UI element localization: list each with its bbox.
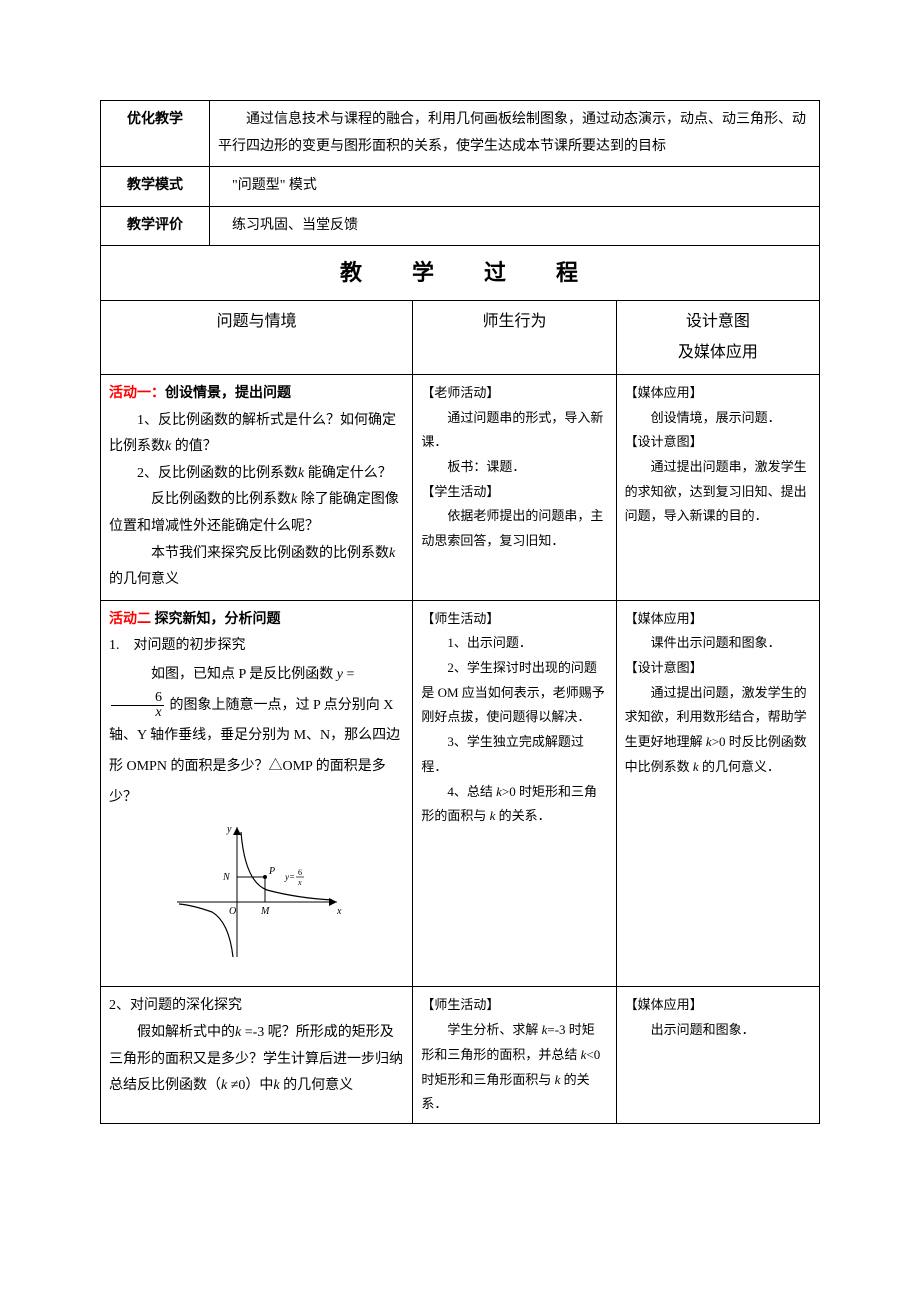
- activity2-title-red: 活动二: [109, 612, 151, 627]
- col-behavior-header: 师生行为: [413, 301, 616, 375]
- hyperbola-chart: y x O M N P y= 6 x: [109, 822, 404, 973]
- subheader-row: 问题与情境 师生行为 设计意图 及媒体应用: [101, 301, 820, 375]
- optimize-label: 优化教学: [101, 101, 210, 167]
- lesson-plan-table: 优化教学 通过信息技术与课程的融合，利用几何画板绘制图象，通过动态演示，动点、动…: [100, 100, 820, 1124]
- col-intent-header: 设计意图 及媒体应用: [616, 301, 819, 375]
- svg-text:y=: y=: [284, 872, 295, 882]
- row-optimize: 优化教学 通过信息技术与课程的融合，利用几何画板绘制图象，通过动态演示，动点、动…: [101, 101, 820, 167]
- activity2b-content: 2、对问题的深化探究 假如解析式中的k =-3 呢？所形成的矩形及三角形的面积又…: [101, 987, 413, 1123]
- activity1-title-red: 活动一：: [109, 386, 165, 401]
- activity2b-intent: 【媒体应用】 出示问题和图象．: [616, 987, 819, 1123]
- row-mode: 教学模式 "问题型" 模式: [101, 167, 820, 207]
- axis-y-label: y: [226, 824, 232, 835]
- col-qna-header: 问题与情境: [101, 301, 413, 375]
- activity2a-intent: 【媒体应用】 课件出示问题和图象． 【设计意图】 通过提出问题，激发学生的求知欲…: [616, 600, 819, 987]
- activity2-title: 探究新知，分析问题: [151, 612, 281, 627]
- activity1-title: 创设情景，提出问题: [165, 386, 291, 401]
- row-eval: 教学评价 练习巩固、当堂反馈: [101, 206, 820, 246]
- axis-x-label: x: [336, 906, 342, 917]
- process-header: 教 学 过 程: [101, 246, 820, 301]
- mode-label: 教学模式: [101, 167, 210, 207]
- svg-text:x: x: [297, 878, 302, 887]
- activity1-intent: 【媒体应用】 创设情境，展示问题． 【设计意图】 通过提出问题串，激发学生的求知…: [616, 374, 819, 600]
- svg-text:6: 6: [298, 868, 302, 877]
- activity-1-row: 活动一：创设情景，提出问题 1、反比例函数的解析式是什么？如何确定比例系数k 的…: [101, 374, 820, 600]
- activity1-behavior: 【老师活动】 通过问题串的形式，导入新课． 板书：课题． 【学生活动】 依据老师…: [413, 374, 616, 600]
- origin-label: O: [229, 906, 236, 917]
- activity2b-behavior: 【师生活动】 学生分析、求解 k=-3 时矩形和三角形的面积，并总结 k<0 时…: [413, 987, 616, 1123]
- activity-2a-row: 活动二 探究新知，分析问题 1. 对问题的初步探究 如图，已知点 P 是反比例函…: [101, 600, 820, 987]
- optimize-text: 通过信息技术与课程的融合，利用几何画板绘制图象，通过动态演示，动点、动三角形、动…: [210, 101, 820, 167]
- process-header-row: 教 学 过 程: [101, 246, 820, 301]
- activity2a-behavior: 【师生活动】 1、出示问题． 2、学生探讨时出现的问题是 OM 应当如何表示，老…: [413, 600, 616, 987]
- eval-label: 教学评价: [101, 206, 210, 246]
- mode-text: "问题型" 模式: [210, 167, 820, 207]
- activity-2b-row: 2、对问题的深化探究 假如解析式中的k =-3 呢？所形成的矩形及三角形的面积又…: [101, 987, 820, 1123]
- p-label: P: [268, 866, 275, 877]
- eval-text: 练习巩固、当堂反馈: [210, 206, 820, 246]
- activity2a-content: 活动二 探究新知，分析问题 1. 对问题的初步探究 如图，已知点 P 是反比例函…: [101, 600, 413, 987]
- n-label: N: [222, 872, 231, 883]
- m-label: M: [260, 906, 270, 917]
- activity1-content: 活动一：创设情景，提出问题 1、反比例函数的解析式是什么？如何确定比例系数k 的…: [101, 374, 413, 600]
